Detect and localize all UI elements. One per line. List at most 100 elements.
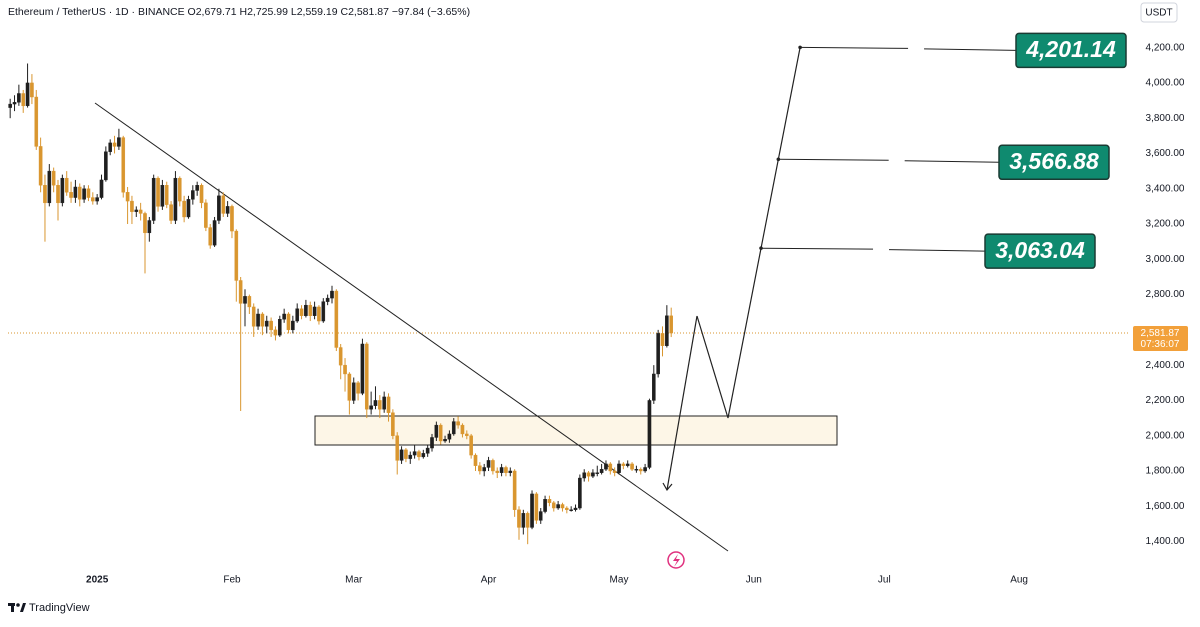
candle-body bbox=[538, 511, 543, 521]
candle-body bbox=[208, 227, 213, 246]
candle-body bbox=[660, 333, 665, 346]
y-tick-label: 1,400.00 bbox=[1146, 536, 1185, 547]
y-tick-label: 4,200.00 bbox=[1146, 42, 1185, 53]
candle-body bbox=[447, 433, 452, 440]
candle-body bbox=[582, 472, 587, 479]
candle-body bbox=[617, 463, 621, 473]
candle-body bbox=[95, 197, 99, 202]
event-icon-bolt bbox=[673, 554, 680, 567]
candle-body bbox=[147, 220, 152, 234]
target-label: 3,566.88 bbox=[1009, 148, 1099, 174]
trend-line bbox=[94, 102, 729, 552]
projection-path bbox=[696, 47, 801, 419]
x-tick-label: May bbox=[610, 575, 629, 586]
candle-body bbox=[443, 439, 447, 442]
candle-body bbox=[351, 382, 356, 401]
candle-body bbox=[243, 296, 247, 304]
candle-body bbox=[86, 188, 91, 198]
candle-body bbox=[456, 421, 460, 426]
candle-body bbox=[521, 513, 526, 528]
candle-body bbox=[386, 396, 391, 413]
x-tick-label: Jul bbox=[878, 575, 891, 586]
target-box bbox=[998, 144, 1110, 181]
brand-logo bbox=[8, 603, 26, 612]
candle-body bbox=[247, 296, 252, 308]
candle-body bbox=[51, 170, 56, 186]
target-leader bbox=[924, 48, 1017, 51]
y-tick-label: 3,000.00 bbox=[1146, 254, 1185, 265]
candle-body bbox=[182, 200, 186, 218]
candle-body bbox=[469, 435, 473, 456]
candle-body bbox=[473, 454, 478, 466]
candle-body bbox=[256, 313, 260, 327]
candle-body bbox=[156, 177, 160, 207]
countdown: 07:36:07 bbox=[1141, 339, 1180, 350]
y-tick-label: 3,800.00 bbox=[1146, 113, 1185, 124]
candle-body bbox=[77, 186, 82, 200]
candle-body bbox=[30, 82, 34, 98]
candle-body bbox=[608, 463, 613, 472]
candle-body bbox=[234, 230, 239, 281]
candle-body bbox=[430, 437, 434, 449]
candle-body bbox=[230, 206, 234, 232]
candle-body bbox=[451, 421, 456, 435]
candle-body bbox=[595, 472, 600, 474]
candle-body bbox=[478, 465, 482, 472]
candle-body bbox=[299, 308, 304, 316]
x-tick-label: Aug bbox=[1010, 575, 1028, 586]
x-tick-label: 2025 bbox=[86, 575, 109, 586]
logo-part bbox=[16, 603, 20, 607]
candle-body bbox=[512, 470, 517, 510]
arrow-head bbox=[662, 482, 673, 492]
currency: USDT bbox=[1145, 8, 1172, 19]
candle-body bbox=[373, 400, 378, 406]
candle-body bbox=[560, 504, 565, 509]
candle-body bbox=[395, 435, 400, 461]
candle-body bbox=[251, 306, 256, 327]
candle-body bbox=[438, 424, 443, 442]
x-tick-label: Apr bbox=[481, 575, 497, 586]
candle-body bbox=[556, 504, 560, 509]
candle-body bbox=[599, 469, 604, 473]
candle-body bbox=[460, 424, 465, 435]
candle-body bbox=[404, 449, 408, 459]
candle-body bbox=[130, 200, 134, 212]
candle-body bbox=[408, 454, 413, 459]
candle-body bbox=[73, 186, 78, 198]
candle-body bbox=[421, 453, 426, 458]
candle-body bbox=[273, 329, 278, 336]
candle-body bbox=[69, 192, 73, 198]
target-leader bbox=[761, 247, 874, 250]
candle-body bbox=[191, 190, 195, 200]
target-box bbox=[984, 233, 1096, 269]
candle-body bbox=[304, 304, 308, 316]
candle-body bbox=[391, 412, 395, 436]
candle-body bbox=[199, 185, 204, 204]
candle-body bbox=[569, 509, 573, 511]
candle-body bbox=[573, 507, 578, 510]
candle-body bbox=[665, 315, 669, 346]
candle-body bbox=[43, 185, 47, 204]
candle-body bbox=[612, 470, 617, 473]
y-tick-label: 3,400.00 bbox=[1146, 183, 1185, 194]
y-tick-label: 2,400.00 bbox=[1146, 360, 1185, 371]
candle-body bbox=[56, 185, 60, 204]
candle-body bbox=[217, 195, 221, 221]
candle-body bbox=[169, 204, 173, 221]
candle-body bbox=[134, 209, 139, 212]
target-leader bbox=[778, 158, 889, 161]
y-tick-label: 2,000.00 bbox=[1146, 430, 1185, 441]
candle-body bbox=[186, 199, 191, 218]
candle-body bbox=[465, 433, 469, 436]
candle-body bbox=[125, 192, 130, 202]
candle-body bbox=[630, 463, 634, 470]
candle-body bbox=[591, 472, 595, 477]
candle-body bbox=[382, 396, 386, 410]
candle-body bbox=[517, 509, 521, 528]
x-tick-label: Feb bbox=[223, 575, 241, 586]
support-zone bbox=[314, 415, 838, 446]
currency-box[interactable] bbox=[1140, 2, 1178, 23]
candle-body bbox=[417, 451, 421, 458]
